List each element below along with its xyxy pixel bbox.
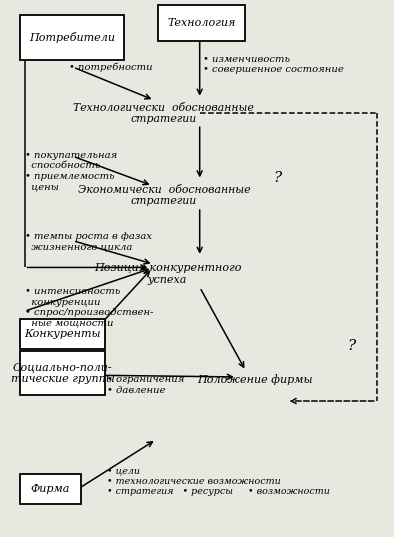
Text: Технологически  обоснованные
стратегии: Технологически обоснованные стратегии — [73, 103, 254, 125]
Text: Экономически  обоснованные
стратегии: Экономически обоснованные стратегии — [78, 185, 250, 206]
Text: • изменчивость
• совершенное состояние: • изменчивость • совершенное состояние — [203, 55, 344, 74]
FancyBboxPatch shape — [20, 351, 105, 395]
FancyBboxPatch shape — [20, 474, 80, 504]
Text: Потребители: Потребители — [29, 32, 115, 43]
FancyBboxPatch shape — [158, 5, 245, 41]
Text: ?: ? — [347, 339, 355, 353]
Text: Социально-поли-
тические группы: Социально-поли- тические группы — [11, 362, 114, 384]
Text: • интенсивность
  конкуренции
• спрос/производствен-
  ные мощности: • интенсивность конкуренции • спрос/прои… — [25, 287, 153, 328]
Text: • темпы роста в фазах
  жизненного цикла: • темпы роста в фазах жизненного цикла — [25, 232, 152, 251]
Text: Конкуренты: Конкуренты — [24, 329, 101, 339]
Text: • цели
• технологические возможности
• стратегия   • ресурсы     • возможности: • цели • технологические возможности • с… — [107, 466, 330, 496]
Text: • потребности: • потребности — [69, 63, 153, 72]
Text: Фирма: Фирма — [31, 484, 70, 494]
Text: • покупательная
  способность
• приемлемость
  цены: • покупательная способность • приемлемос… — [25, 151, 117, 191]
Text: • ограничения
• давление: • ограничения • давление — [107, 375, 184, 395]
Text: ?: ? — [273, 171, 281, 185]
FancyBboxPatch shape — [20, 14, 124, 60]
Text: Положение фирмы: Положение фирмы — [197, 374, 312, 385]
FancyBboxPatch shape — [20, 319, 105, 349]
Text: Технология: Технология — [167, 18, 236, 28]
Text: Позиция конкурентного
успеха: Позиция конкурентного успеха — [94, 263, 241, 285]
